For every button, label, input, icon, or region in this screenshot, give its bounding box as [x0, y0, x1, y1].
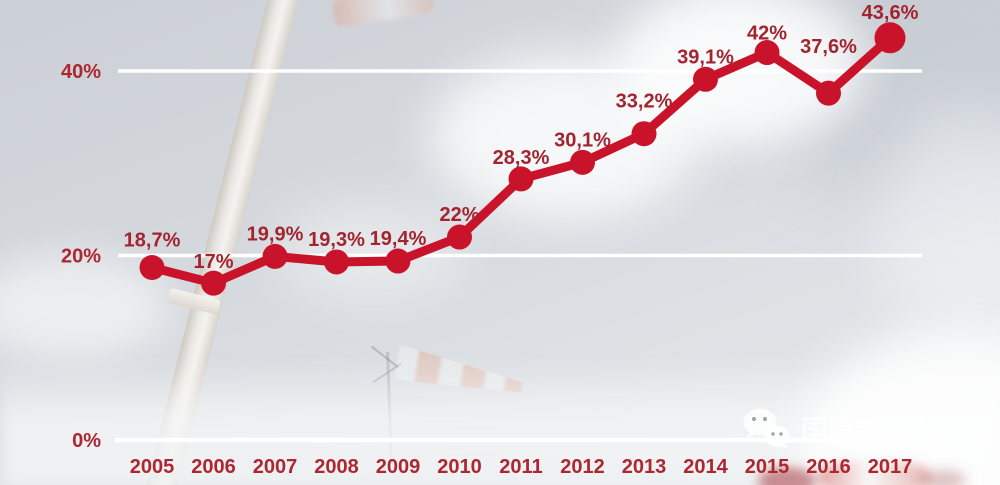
data-point-label: 39,1% [677, 46, 734, 68]
data-point-label: 33,2% [616, 91, 673, 113]
x-axis-year-label: 2006 [191, 456, 236, 478]
data-point-label: 17% [193, 251, 233, 273]
x-axis-year-label: 2015 [745, 456, 790, 478]
data-point [508, 166, 534, 192]
data-point [874, 22, 906, 54]
data-point [324, 249, 349, 275]
y-axis-tick-label: 40% [61, 61, 101, 83]
data-point [262, 243, 288, 269]
data-point [385, 248, 411, 274]
watermark: 国际能源小数据 [740, 406, 990, 450]
x-axis-year-label: 2005 [130, 456, 175, 478]
blurred-red-object [922, 470, 966, 485]
x-axis-year-label: 2009 [376, 456, 421, 478]
x-axis-year-label: 2012 [560, 456, 605, 478]
x-axis-year-label: 2008 [314, 456, 359, 478]
x-axis-year-label: 2013 [622, 456, 667, 478]
x-axis-year-label: 2007 [253, 456, 298, 478]
watermark-text: 国际能源小数据 [801, 414, 991, 445]
x-axis-year-label: 2014 [683, 456, 728, 478]
data-point-label: 37,6% [800, 36, 857, 58]
data-point-label: 18,7% [124, 229, 181, 251]
data-point [447, 224, 472, 250]
data-point [139, 254, 165, 280]
blurred-red-object [758, 467, 816, 485]
data-point-label: 19,9% [247, 223, 304, 245]
data-point-label: 42% [747, 23, 787, 45]
wechat-icon [743, 408, 790, 449]
cloud [275, 205, 465, 300]
blurred-red-object [818, 461, 930, 485]
data-point-label: 43,6% [862, 2, 919, 24]
y-axis-tick-label: 20% [61, 246, 101, 268]
data-point [816, 80, 841, 106]
data-point [631, 121, 657, 147]
data-point-label: 28,3% [493, 147, 550, 169]
data-point [201, 270, 226, 296]
y-axis-tick-label: 0% [72, 430, 101, 452]
x-axis-year-label: 2017 [868, 456, 913, 478]
data-point-label: 30,1% [554, 129, 611, 151]
data-point [570, 149, 595, 175]
x-axis-year-label: 2016 [806, 456, 851, 478]
data-point-label: 19,4% [370, 228, 427, 250]
data-point [754, 40, 780, 66]
data-point-label: 22% [439, 204, 479, 226]
data-point-label: 19,3% [308, 229, 365, 251]
x-axis-year-label: 2011 [499, 456, 542, 478]
x-axis-year-label: 2010 [437, 456, 482, 478]
data-point [693, 66, 718, 92]
